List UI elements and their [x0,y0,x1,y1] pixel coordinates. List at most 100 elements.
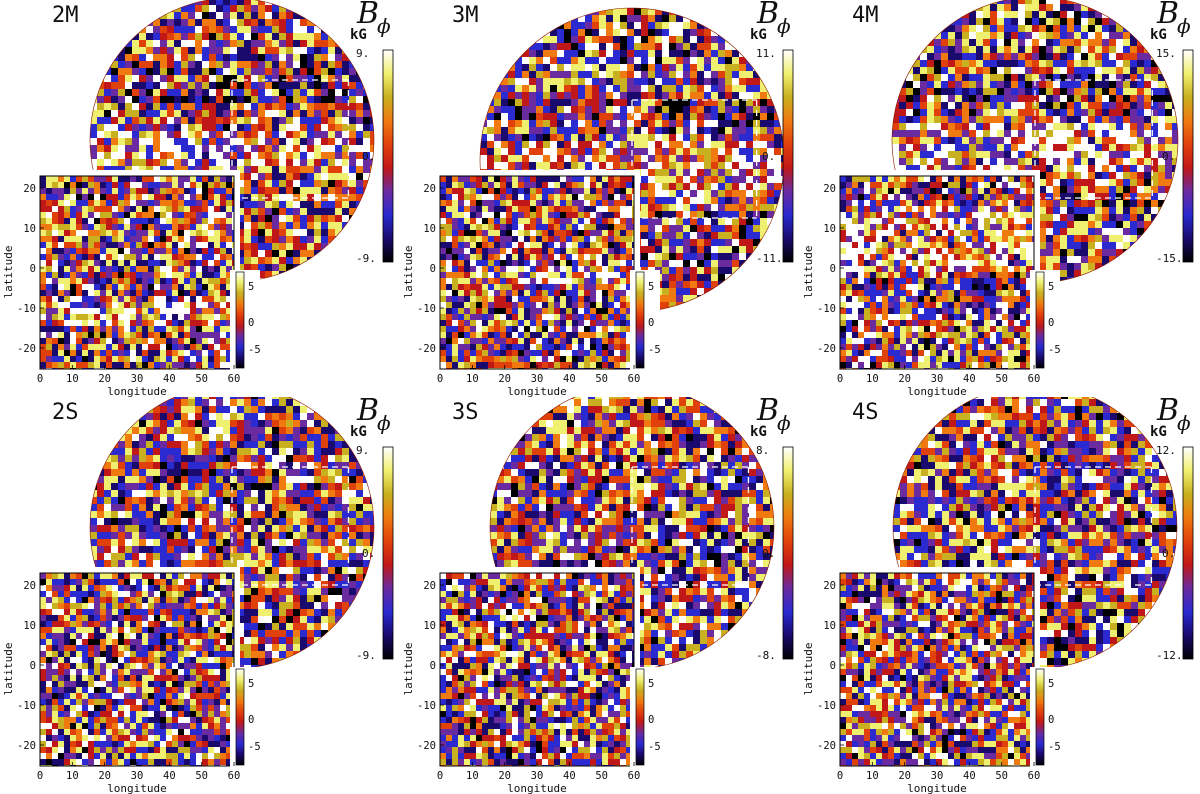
inset-colorbar-tick: -5 [648,344,661,356]
y-tick-label: -10 [817,303,836,315]
x-tick-label: 0 [837,770,843,782]
sphere-colorbar [1182,446,1194,660]
x-tick-label: 0 [437,770,443,782]
colorbar-max: 15. [1156,47,1176,60]
inset-colorbar-tick: -5 [1048,741,1061,753]
colorbar-max: 8. [756,444,770,457]
x-tick-label: 20 [498,770,511,782]
panel-3S: 0 10 20 30 40 50 60 20 10 0 -10 -20 longitude latitud… [400,393,800,794]
inset-colorbar-tick: 0 [1048,317,1054,329]
y-tick-label: -10 [817,700,836,712]
y-tick-label: -10 [417,303,436,315]
x-tick-label: 10 [66,770,79,782]
x-tick-label: 30 [131,770,144,782]
y-axis-title: latitude [802,246,815,299]
x-tick-label: 60 [228,770,241,782]
inset-colorbar-tick: 0 [248,317,254,329]
unit-label: kG [1150,424,1167,440]
x-tick-label: 10 [466,373,479,385]
field-subscript: ϕ [777,411,791,435]
panel-4M: 0 10 20 30 40 50 60 20 10 0 -10 -20 longitude latitud… [800,0,1200,397]
y-tick-label: 0 [430,660,436,672]
inset-map [840,573,1034,766]
inset-colorbar-tick: 5 [248,281,254,293]
panel-2S: 0 10 20 30 40 50 60 20 10 0 -10 -20 longitude latitud… [0,393,400,794]
panel-label: 4M [852,3,879,28]
unit-label: kG [1150,27,1167,43]
field-symbol: B [757,0,780,31]
x-tick-label: 50 [995,373,1008,385]
inset-colorbar-tick: 0 [1048,714,1054,726]
x-axis-title: longitude [107,782,167,794]
x-tick-label: 60 [628,770,641,782]
y-tick-label: -10 [17,303,36,315]
field-symbol: B [1157,393,1180,428]
panel-2M: 0 10 20 30 40 50 60 20 10 0 -10 -20 longitude latitud… [0,0,400,397]
inset-colorbar [635,668,645,766]
inset-colorbar [1035,271,1045,369]
field-subscript: ϕ [1177,14,1191,38]
y-tick-label: -20 [17,343,36,355]
y-axis-title: latitude [402,643,415,696]
panel-graphics: 0 10 20 30 40 50 6020100-10-20longitudelatitud… [800,397,1194,794]
sphere-colorbar [782,446,794,660]
x-tick-label: 50 [595,770,608,782]
x-tick-label: 40 [963,373,976,385]
x-tick-label: 40 [163,770,176,782]
colorbar-min: -9. [356,252,376,265]
colorbar-mid: 0. [362,547,376,560]
inset-map [440,176,634,369]
x-tick-label: 20 [98,770,111,782]
panel-label: 2M [52,3,79,28]
panel-graphics: 0 10 20 30 40 50 6020100-10-20longitudelatitud… [0,0,394,397]
x-tick-label: 0 [437,373,443,385]
colorbar-mid: 0. [762,150,776,163]
y-tick-label: 10 [423,620,436,632]
panel-graphics: 0 10 20 30 40 50 6020100-10-20longitudelatitud… [800,0,1194,397]
y-axis-title: latitude [2,643,15,696]
sphere-colorbar [382,446,394,660]
x-tick-label: 10 [66,373,79,385]
colorbar-min: -8. [756,649,776,662]
inset-colorbar-tick: -5 [1048,344,1061,356]
x-tick-label: 0 [37,770,43,782]
inset-colorbar-tick: -5 [248,344,261,356]
inset-map [40,176,234,369]
x-tick-label: 60 [1028,373,1041,385]
y-axis-title: latitude [802,643,815,696]
inset-colorbar-tick: 5 [648,678,654,690]
x-tick-label: 20 [898,770,911,782]
field-subscript: ϕ [377,14,391,38]
y-tick-label: -20 [817,740,836,752]
inset-colorbar [1035,668,1045,766]
inset-colorbar-tick: 5 [1048,678,1054,690]
colorbar-mid: 0. [1162,150,1176,163]
y-tick-label: 0 [830,263,836,275]
y-tick-label: 20 [823,183,836,195]
unit-label: kG [350,424,367,440]
panel-label: 3M [452,3,479,28]
y-tick-label: 20 [423,580,436,592]
x-tick-label: 30 [531,373,544,385]
x-tick-label: 40 [963,770,976,782]
colorbar-max: 9. [356,444,370,457]
x-tick-label: 20 [98,373,111,385]
field-subscript: ϕ [377,411,391,435]
x-tick-label: 50 [595,373,608,385]
x-axis-title: longitude [907,782,967,794]
y-tick-label: 20 [23,183,36,195]
colorbar-max: 9. [356,47,370,60]
y-axis-title: latitude [402,246,415,299]
panel-graphics: 0 10 20 30 40 50 6020100-10-20longitudelatitud… [400,397,794,794]
sphere-colorbar [382,49,394,263]
x-tick-label: 40 [163,373,176,385]
inset-colorbar-tick: 0 [648,317,654,329]
x-tick-label: 50 [195,770,208,782]
colorbar-min: -11. [756,252,783,265]
x-tick-label: 0 [837,373,843,385]
x-axis-title: longitude [907,385,967,397]
panel-label: 4S [852,400,879,425]
inset-colorbar-tick: -5 [248,741,261,753]
x-axis-title: longitude [507,385,567,397]
inset-map [840,176,1034,369]
